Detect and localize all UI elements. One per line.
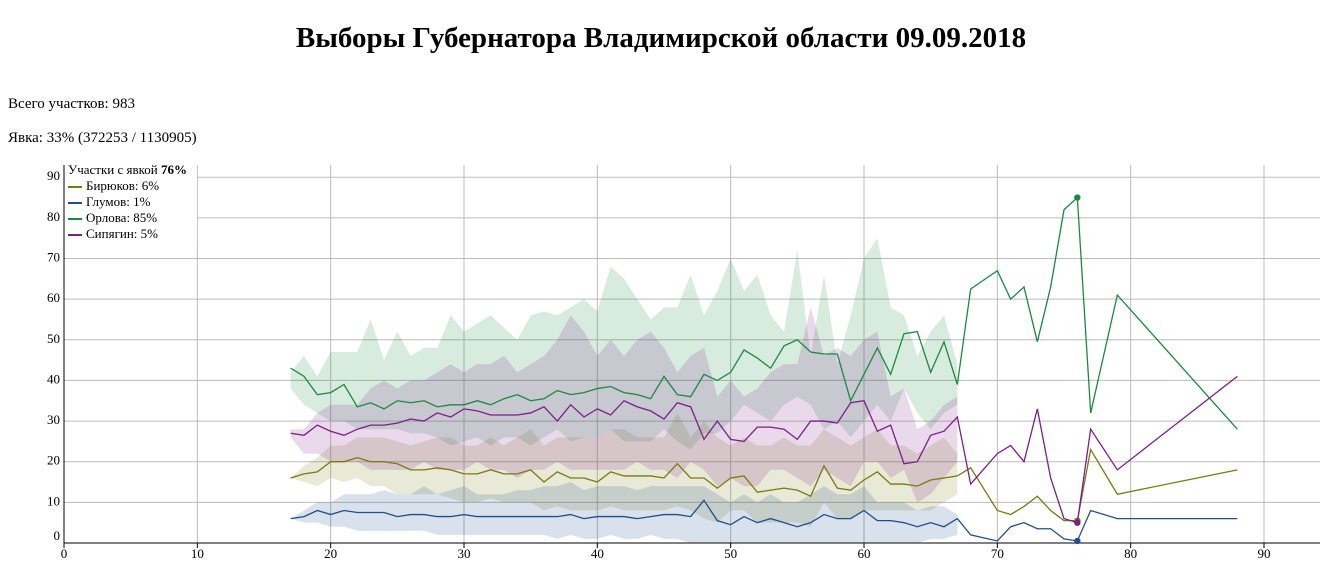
x-tick-label: 20 [324, 546, 337, 561]
x-tick-label: 10 [191, 546, 204, 561]
y-tick-label: 80 [47, 209, 60, 224]
y-tick-label: 20 [47, 453, 60, 468]
band [290, 412, 958, 527]
legend-bg [65, 163, 197, 243]
legend-title-text: Участки с явкой [68, 162, 158, 177]
highlight-dot [1074, 519, 1081, 526]
x-tick-label: 40 [591, 546, 604, 561]
x-tick-label: 0 [61, 546, 68, 561]
legend-title: Участки с явкой 76% [68, 162, 187, 177]
band [290, 482, 958, 543]
y-tick-label: 40 [47, 371, 60, 386]
legend-label: Бирюков: 6% [86, 178, 159, 193]
page-title: Выборы Губернатора Владимирской области … [295, 22, 1027, 54]
x-tick-label: 70 [991, 546, 1004, 561]
turnout: Явка: 33% (372253 / 1130905) [8, 130, 197, 146]
x-tick-label: 80 [1124, 546, 1137, 561]
y-tick-label: 90 [47, 168, 60, 183]
y-tick-label: 60 [47, 290, 60, 305]
x-tick-label: 30 [458, 546, 471, 561]
band [290, 238, 958, 450]
legend-label: Глумов: 1% [86, 194, 151, 209]
band [290, 307, 958, 503]
y-tick-label: 10 [47, 493, 60, 508]
series-line [290, 499, 1238, 542]
series-line [290, 447, 1238, 522]
series-line [290, 196, 1238, 430]
legend-label: Сипягин: 5% [86, 226, 158, 241]
y-tick-label: 30 [47, 412, 60, 427]
x-tick-label: 50 [724, 546, 737, 561]
legend-title-value: 76% [161, 162, 187, 177]
highlight-dot [1074, 194, 1081, 201]
highlight-dot [1074, 537, 1081, 545]
series-line [290, 375, 1238, 524]
y-tick-label: 0 [54, 528, 61, 543]
y-tick-label: 50 [47, 331, 60, 346]
legend-label: Орлова: 85% [86, 210, 157, 225]
y-tick-label: 70 [47, 249, 60, 264]
x-tick-label: 60 [858, 546, 871, 561]
x-tick-label: 90 [1258, 546, 1271, 561]
stations-count: Всего участков: 983 [8, 96, 135, 112]
